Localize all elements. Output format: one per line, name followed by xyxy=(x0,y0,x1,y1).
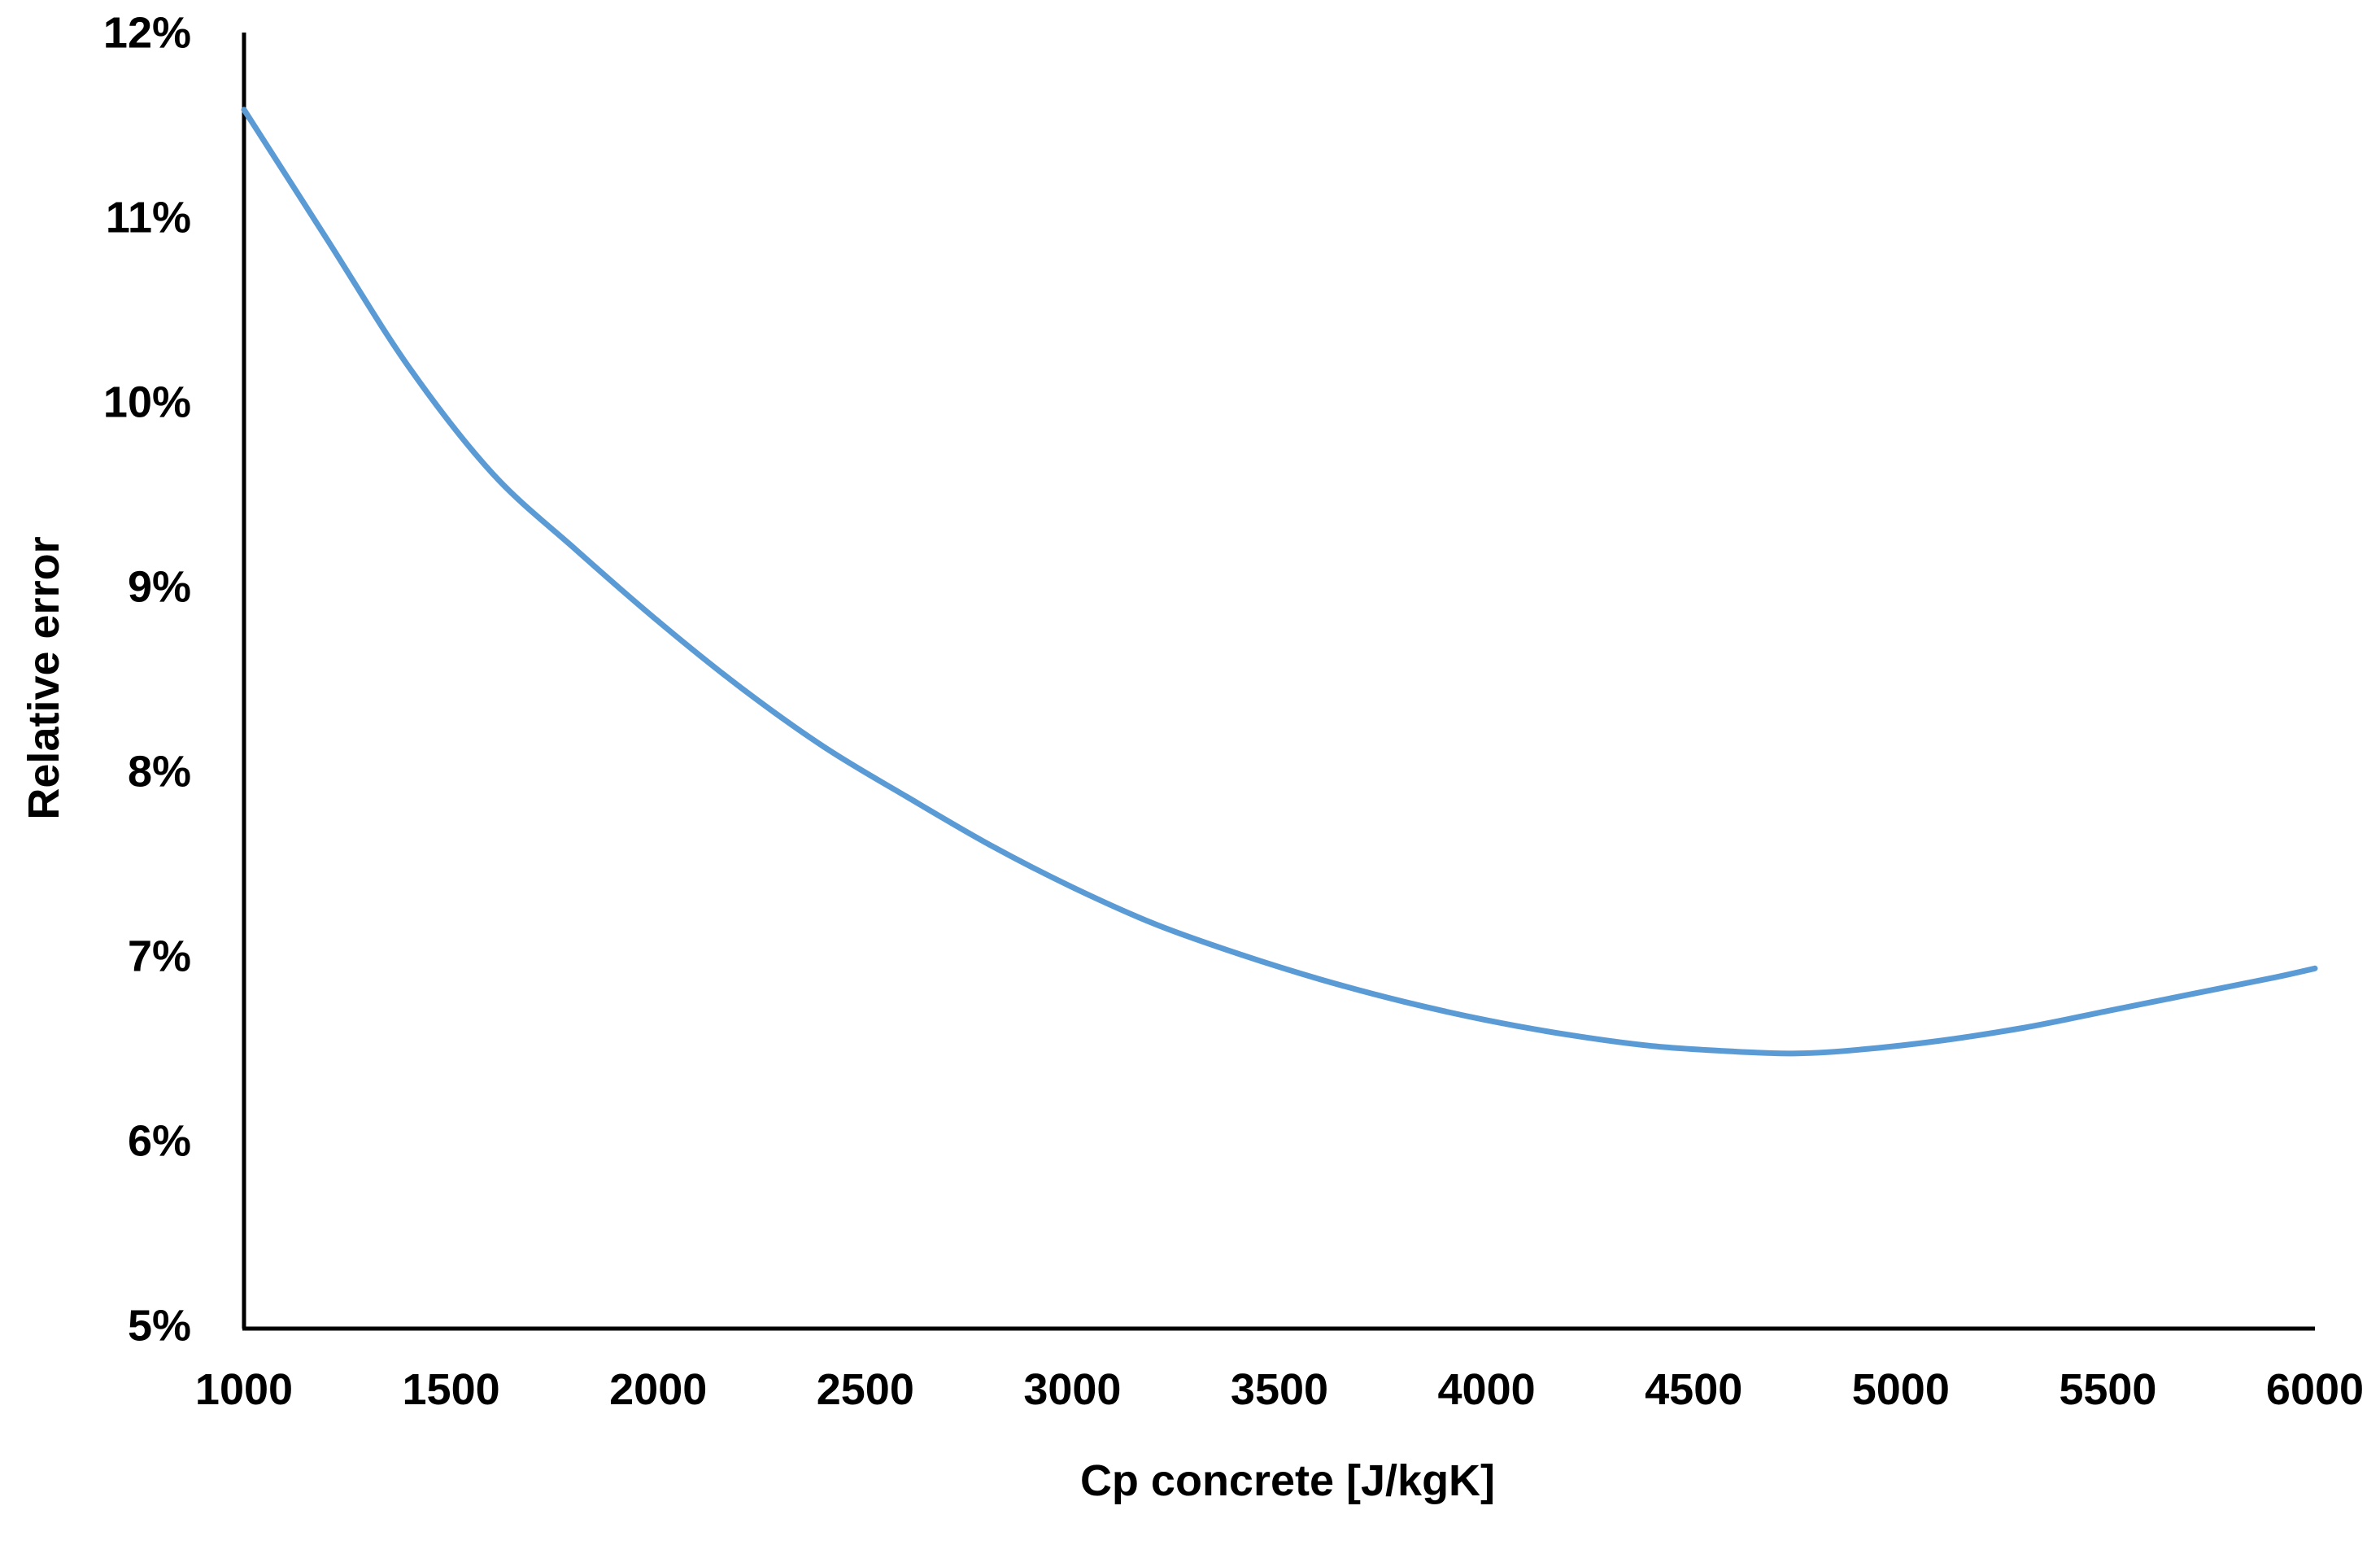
x-tick-label: 1000 xyxy=(195,1365,293,1414)
y-tick-label: 8% xyxy=(128,747,191,796)
y-tick-label: 11% xyxy=(106,193,191,242)
x-tick-label: 3000 xyxy=(1023,1365,1121,1414)
x-tick-label: 4500 xyxy=(1645,1365,1742,1414)
x-tick-label: 2500 xyxy=(817,1365,914,1414)
y-tick-label: 6% xyxy=(128,1116,191,1165)
x-axis-label: Cp concrete [J/kgK] xyxy=(1080,1456,1495,1505)
y-axis-label: Relative error xyxy=(20,536,68,819)
x-tick-label: 4000 xyxy=(1438,1365,1536,1414)
y-tick-label: 5% xyxy=(128,1301,191,1350)
y-tick-label: 10% xyxy=(103,378,191,426)
x-tick-label: 5000 xyxy=(1852,1365,1950,1414)
x-tick-label: 2000 xyxy=(609,1365,707,1414)
y-tick-label: 9% xyxy=(128,562,191,611)
x-tick-label: 3500 xyxy=(1231,1365,1328,1414)
x-tick-label: 1500 xyxy=(403,1365,500,1414)
y-tick-label: 12% xyxy=(103,8,191,57)
series-line xyxy=(241,107,2318,1057)
y-tick-label: 7% xyxy=(128,932,191,980)
x-tick-label: 5500 xyxy=(2059,1365,2156,1414)
series-group xyxy=(241,107,2318,1057)
x-tick-labels: 1000 1500 2000 2500 3000 3500 4000 4500 5000 5500… xyxy=(195,1365,2364,1414)
x-tick-label: 6000 xyxy=(2266,1365,2364,1414)
y-tick-labels: 5% 6% 7% 8% 9% 10% 11% 12% xyxy=(103,8,191,1350)
